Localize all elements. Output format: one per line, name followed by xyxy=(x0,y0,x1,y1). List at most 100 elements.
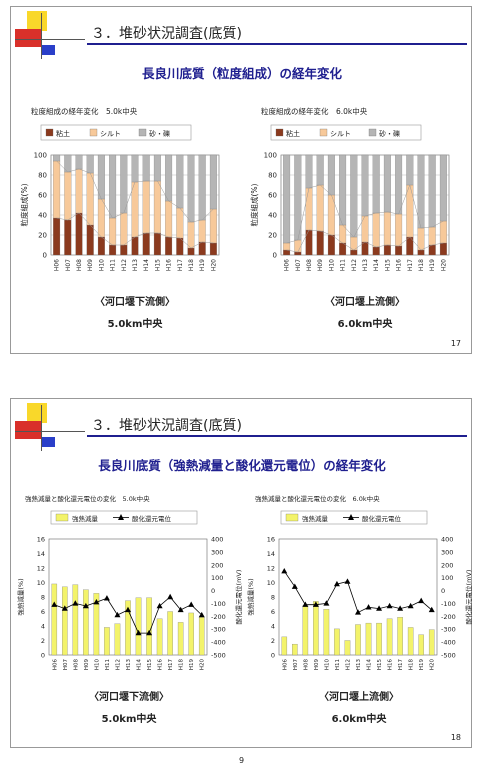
bar-0 xyxy=(350,249,358,256)
x-tick-label: H06 xyxy=(54,259,61,271)
deco-red-square xyxy=(15,421,41,439)
orp-point xyxy=(302,601,309,607)
legend-swatch-bar xyxy=(55,513,69,522)
x-tick-label: H13 xyxy=(362,259,369,271)
x-tick-label: H15 xyxy=(384,259,391,271)
x-tick-label: H11 xyxy=(110,259,117,271)
bar-2 xyxy=(372,154,380,214)
orp-point xyxy=(418,597,425,604)
x-tick-label: H10 xyxy=(94,659,100,671)
bar-1 xyxy=(428,226,436,246)
y-tick-label: 16 xyxy=(267,536,275,544)
deco-blue-square xyxy=(41,437,55,447)
orp-point xyxy=(146,629,153,636)
bar-2 xyxy=(283,154,291,244)
y2-tick-label: 200 xyxy=(441,561,453,569)
deco-yellow-square xyxy=(27,11,47,31)
bar xyxy=(344,640,351,656)
y-tick-label: 6 xyxy=(41,608,45,616)
bar-1 xyxy=(406,184,414,238)
y2-tick-label: 0 xyxy=(211,587,215,595)
y2-tick-label: 400 xyxy=(441,536,453,544)
bar-2 xyxy=(120,154,128,214)
stack-connector xyxy=(56,212,214,249)
bar-0 xyxy=(187,247,195,256)
x-tick-label: H11 xyxy=(340,259,347,271)
slide-subtitle: 長良川底質（強熱減量と酸化還元電位）の経年変化 xyxy=(98,458,386,473)
bar xyxy=(428,629,435,656)
y-tick-label: 0 xyxy=(271,652,275,660)
y-tick-label: 4 xyxy=(41,623,45,631)
x-tick-label: H06 xyxy=(284,259,291,271)
bar-1 xyxy=(120,212,128,246)
y-tick-label: 80 xyxy=(268,172,277,180)
y2-tick-label: 400 xyxy=(211,536,223,544)
legend-box xyxy=(40,124,192,141)
bar-1 xyxy=(395,213,403,247)
bar-2 xyxy=(361,154,369,217)
bar-0 xyxy=(120,244,128,256)
slide-18: ３．堆砂状況調査(底質) 長良川底質（強熱減量と酸化還元電位）の経年変化 18 … xyxy=(10,398,473,748)
legend-swatch-bar xyxy=(285,513,299,522)
x-tick-label: H12 xyxy=(115,659,121,670)
legend-label-1: シルト xyxy=(330,130,351,138)
bar-1 xyxy=(75,168,83,214)
y-tick-label: 100 xyxy=(264,152,277,160)
bar xyxy=(323,609,330,656)
orp-point xyxy=(344,578,351,584)
x-tick-label: H06 xyxy=(282,659,288,671)
y2-tick-label: 300 xyxy=(211,548,223,556)
stack-connector xyxy=(286,184,444,244)
y-axis-label: 強熱減量(%) xyxy=(16,578,25,615)
bar xyxy=(104,627,110,656)
location-label: 〈河口堰上流側〉 xyxy=(319,690,399,703)
bar xyxy=(125,600,131,656)
orp-point xyxy=(428,606,435,613)
document-page-number: 9 xyxy=(238,756,245,765)
legend-box xyxy=(270,124,422,141)
x-tick-label: H14 xyxy=(143,259,150,271)
orp-point xyxy=(397,605,404,611)
legend-marker-triangle xyxy=(348,514,354,520)
bar-0 xyxy=(64,219,72,256)
bar xyxy=(72,584,79,656)
x-tick-label: H12 xyxy=(121,259,128,271)
station-label: 6.0km中央 xyxy=(332,712,388,725)
bar xyxy=(146,597,152,656)
orp-point xyxy=(323,600,330,606)
bar-1 xyxy=(294,239,302,253)
bar-0 xyxy=(131,236,139,256)
orp-point xyxy=(198,611,205,618)
slide-heading: ３．堆砂状況調査(底質) xyxy=(91,26,242,42)
bar-2 xyxy=(109,154,117,219)
bar-1 xyxy=(153,180,161,234)
location-label: 〈河口堰下流側〉 xyxy=(95,295,175,308)
bar-1 xyxy=(187,221,195,249)
legend-label-line: 酸化還元電位 xyxy=(132,514,172,523)
y2-tick-label: -200 xyxy=(441,613,456,621)
bar-1 xyxy=(198,219,206,243)
bar-2 xyxy=(439,154,447,222)
bar-1 xyxy=(372,212,380,248)
y-tick-label: 40 xyxy=(268,212,277,220)
y2-tick-label: -400 xyxy=(441,639,456,647)
bar xyxy=(355,624,361,656)
legend-label-bar: 強熱減量 xyxy=(72,514,99,523)
x-tick-label: H08 xyxy=(306,259,313,271)
legend: 粘土 シルト 砂・礫 xyxy=(40,124,192,141)
bar xyxy=(365,622,372,656)
y-axis-label: 粒度組成(%) xyxy=(249,183,259,226)
y-axis-label: 強熱減量(%) xyxy=(246,578,255,615)
x-tick-label: H20 xyxy=(440,259,447,271)
y-tick-label: 100 xyxy=(34,152,47,160)
orp-point xyxy=(365,604,372,610)
bar-1 xyxy=(316,184,324,232)
x-tick-label: H06 xyxy=(52,659,58,671)
x-tick-label: H10 xyxy=(324,659,330,671)
bar xyxy=(83,589,89,656)
bar-2 xyxy=(53,154,61,162)
x-tick-label: H08 xyxy=(76,259,83,271)
orp-point xyxy=(407,602,414,609)
x-tick-label: H13 xyxy=(126,659,132,671)
bar xyxy=(62,586,68,656)
